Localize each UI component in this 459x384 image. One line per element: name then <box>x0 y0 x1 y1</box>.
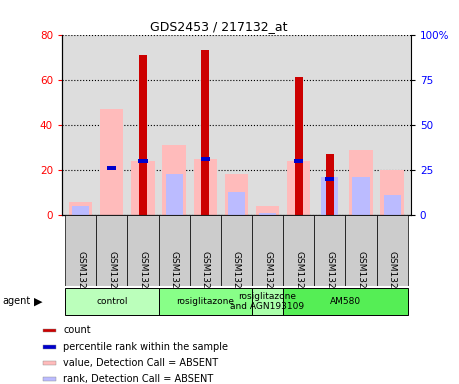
Text: ▶: ▶ <box>34 296 42 306</box>
Bar <box>107 166 117 170</box>
Bar <box>43 377 56 381</box>
Text: value, Detection Call = ABSENT: value, Detection Call = ABSENT <box>63 358 218 368</box>
Bar <box>190 215 221 286</box>
Bar <box>202 50 209 215</box>
Bar <box>252 288 283 315</box>
Text: control: control <box>96 297 128 306</box>
Bar <box>287 161 310 215</box>
Bar <box>353 177 369 215</box>
Text: GSM132922: GSM132922 <box>325 251 334 305</box>
Text: count: count <box>63 326 91 336</box>
Text: GSM132929: GSM132929 <box>387 251 397 305</box>
Bar <box>295 78 302 215</box>
Text: GSM132924: GSM132924 <box>201 251 210 305</box>
Bar <box>326 154 334 215</box>
Bar <box>252 215 283 286</box>
Bar <box>256 206 279 215</box>
Bar <box>100 109 123 215</box>
Bar <box>194 159 217 215</box>
Text: GSM132925: GSM132925 <box>357 251 365 305</box>
Bar <box>162 145 186 215</box>
Text: GSM132927: GSM132927 <box>139 251 147 305</box>
Bar <box>166 174 183 215</box>
Text: GSM132930: GSM132930 <box>294 251 303 305</box>
Text: GSM132928: GSM132928 <box>232 251 241 305</box>
Bar <box>128 215 158 286</box>
Bar <box>221 215 252 286</box>
Text: percentile rank within the sample: percentile rank within the sample <box>63 342 228 352</box>
Bar <box>43 361 56 365</box>
Bar <box>131 161 155 215</box>
Bar <box>43 329 56 333</box>
Text: GSM132926: GSM132926 <box>263 251 272 305</box>
Text: AM580: AM580 <box>330 297 361 306</box>
Bar <box>294 159 303 163</box>
Text: GSM132921: GSM132921 <box>169 251 179 305</box>
Title: GDS2453 / 217132_at: GDS2453 / 217132_at <box>150 20 288 33</box>
Bar <box>65 215 96 286</box>
Bar <box>283 215 314 286</box>
Bar <box>349 150 373 215</box>
Bar <box>346 215 376 286</box>
Text: rosiglitazone: rosiglitazone <box>176 297 234 306</box>
Bar <box>259 213 276 215</box>
Bar <box>72 206 89 215</box>
Bar <box>158 288 252 315</box>
Bar <box>138 159 148 163</box>
Text: rosiglitazone
and AGN193109: rosiglitazone and AGN193109 <box>230 292 305 311</box>
Text: GSM132923: GSM132923 <box>107 251 116 305</box>
Bar <box>65 288 158 315</box>
Bar <box>139 55 147 215</box>
Bar <box>321 177 338 215</box>
Bar <box>228 192 245 215</box>
Bar <box>283 288 408 315</box>
Text: GSM132919: GSM132919 <box>76 251 85 305</box>
Bar <box>96 215 128 286</box>
Bar <box>376 215 408 286</box>
Bar <box>201 157 210 161</box>
Bar <box>225 174 248 215</box>
Bar <box>158 215 190 286</box>
Text: agent: agent <box>2 296 31 306</box>
Bar <box>43 345 56 349</box>
Bar <box>384 195 401 215</box>
Bar <box>314 215 346 286</box>
Bar <box>69 202 92 215</box>
Text: rank, Detection Call = ABSENT: rank, Detection Call = ABSENT <box>63 374 213 384</box>
Bar <box>381 170 404 215</box>
Bar <box>325 177 335 181</box>
